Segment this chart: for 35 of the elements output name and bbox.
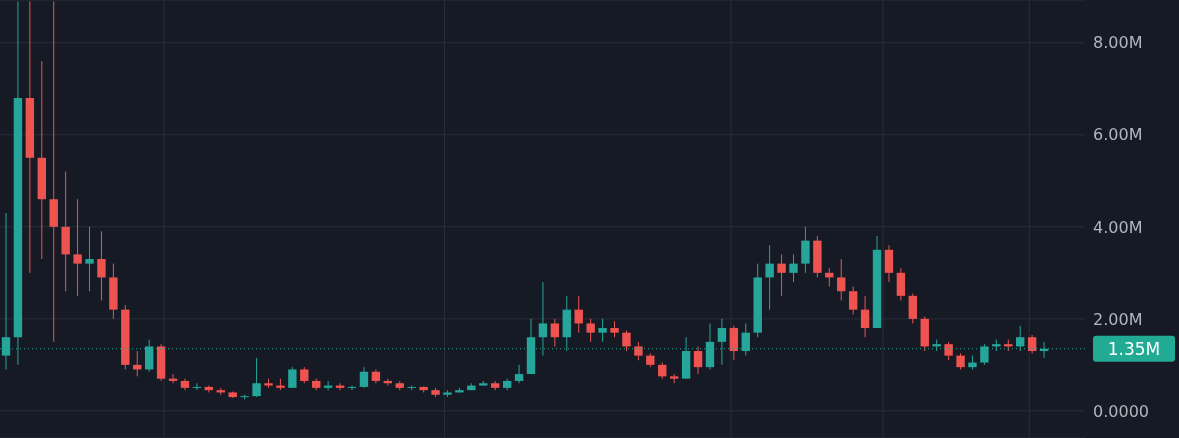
candlestick	[550, 318, 560, 347]
candlestick	[634, 341, 643, 361]
candlestick	[252, 357, 261, 398]
candlestick	[693, 345, 703, 375]
candlestick	[765, 244, 774, 311]
y-tick-label: 6.00M	[1093, 125, 1143, 145]
y-tick-label: 8.00M	[1093, 33, 1143, 53]
candlestick	[192, 382, 202, 391]
candlestick	[837, 258, 846, 301]
candlestick	[97, 230, 106, 301]
candlestick	[896, 267, 906, 301]
candlestick	[49, 0, 58, 343]
candlestick	[514, 364, 524, 384]
candlestick	[598, 318, 607, 343]
candlestick	[73, 198, 82, 297]
candlestick	[288, 366, 297, 389]
candlestick	[860, 295, 870, 338]
candlestick	[848, 286, 858, 315]
candlestick	[729, 325, 739, 361]
candlestick	[944, 341, 953, 361]
candlestick	[359, 366, 369, 389]
candlestick	[85, 226, 94, 292]
y-tick-label: 2.00M	[1093, 309, 1143, 329]
y-tick-label: 4.00M	[1093, 217, 1143, 237]
ref-line-label: 1.35M	[1107, 338, 1161, 359]
candlestick	[801, 226, 810, 274]
candlestick	[574, 295, 583, 334]
candlestick	[586, 318, 595, 343]
candlestick	[908, 293, 918, 324]
y-tick-label: 0.0000	[1093, 401, 1149, 421]
candlestick	[884, 244, 894, 283]
candlestick	[777, 253, 786, 297]
candlestick	[347, 385, 357, 391]
candlestick	[789, 253, 798, 283]
candlestick	[622, 329, 631, 352]
